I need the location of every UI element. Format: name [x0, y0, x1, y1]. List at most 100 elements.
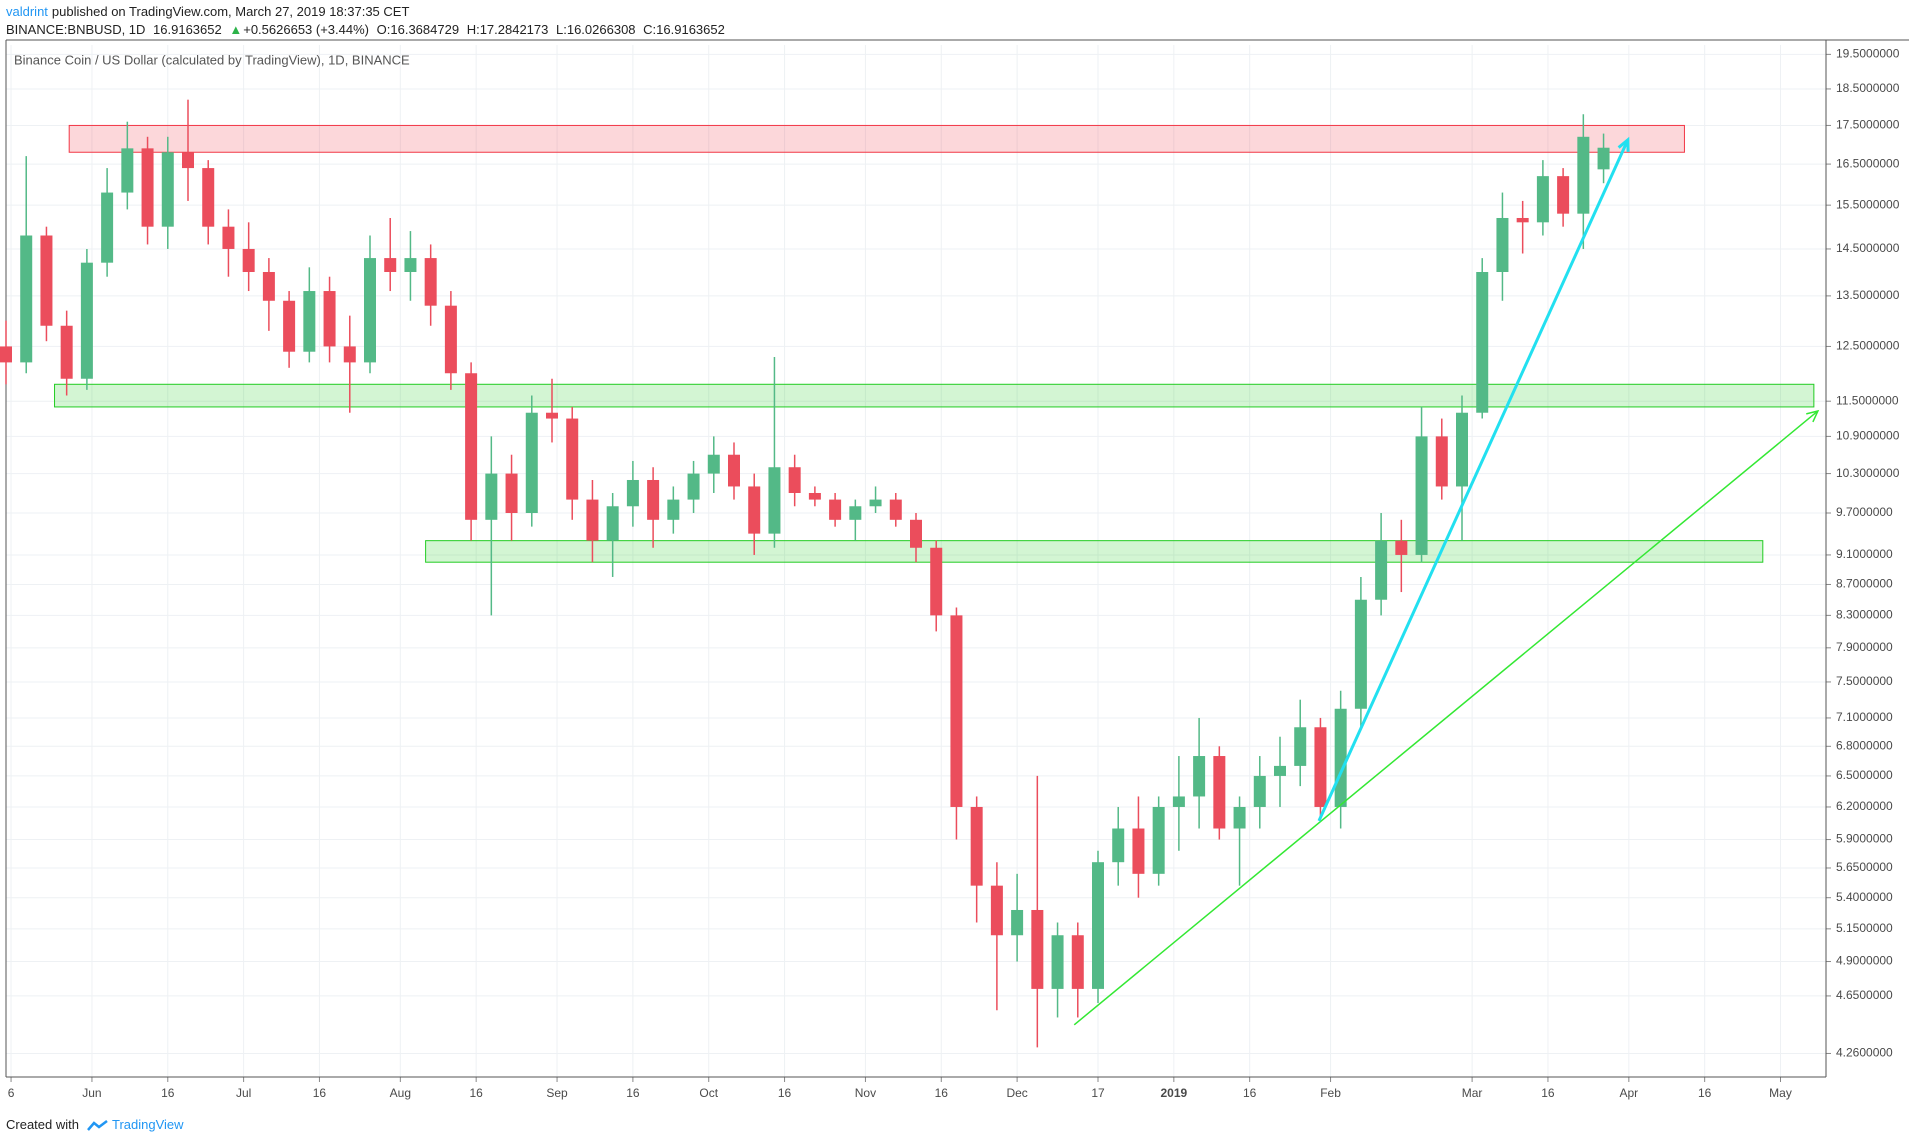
- y-tick-label: 16.5000000: [1836, 156, 1900, 170]
- candle-body: [1456, 412, 1468, 487]
- candle-body: [687, 473, 700, 500]
- candle-body: [384, 258, 397, 273]
- y-tick-label: 15.5000000: [1836, 197, 1900, 211]
- candle-body: [1011, 909, 1024, 936]
- candle-body: [222, 226, 235, 249]
- y-tick-label: 19.5000000: [1836, 47, 1900, 61]
- candle-body: [829, 499, 842, 520]
- candle-body: [1435, 436, 1448, 487]
- y-tick-label: 9.7000000: [1836, 505, 1893, 519]
- footer-brand[interactable]: TradingView: [112, 1117, 184, 1132]
- change-arrow: ▲: [229, 22, 243, 37]
- x-tick-label: 16: [1243, 1086, 1257, 1100]
- candle-body: [20, 235, 33, 363]
- x-tick-label: Aug: [390, 1086, 411, 1100]
- publisher-line: valdrint published on TradingView.com, Ma…: [6, 4, 413, 19]
- candle-body: [323, 291, 336, 347]
- candle-body: [343, 346, 356, 363]
- low-value: 16.0266308: [566, 22, 636, 37]
- x-tick-label: 16: [469, 1086, 483, 1100]
- zone: [54, 383, 1815, 408]
- change: +0.5626653 (+3.44%): [243, 22, 370, 37]
- candle-body: [869, 499, 882, 507]
- candle-body: [768, 467, 781, 534]
- x-tick-label: Oct: [699, 1086, 718, 1100]
- zone: [68, 124, 1685, 153]
- x-tick-label: Mar: [1462, 1086, 1483, 1100]
- candle-body: [849, 506, 862, 520]
- candle-body: [606, 506, 619, 541]
- chart-title: Binance Coin / US Dollar (calculated by …: [14, 52, 410, 67]
- candle-body: [121, 148, 134, 193]
- x-tick-label: 2019: [1160, 1086, 1187, 1100]
- author[interactable]: valdrint: [6, 4, 48, 19]
- y-tick-label: 11.5000000: [1836, 393, 1899, 407]
- trend-line: [1073, 410, 1819, 1026]
- candle-body: [1274, 765, 1286, 776]
- y-tick-label: 5.4000000: [1836, 890, 1893, 904]
- candle-body: [283, 300, 296, 352]
- candle-body: [748, 486, 761, 534]
- logo: [86, 1119, 108, 1131]
- footer: Created with TradingView: [6, 1117, 188, 1132]
- y-tick-label: 8.7000000: [1836, 577, 1893, 591]
- open-value: 16.3684729: [390, 22, 460, 37]
- candle-body: [1294, 727, 1307, 766]
- candle-body: [161, 152, 174, 227]
- candle-body: [808, 492, 821, 500]
- candle-body: [485, 473, 498, 520]
- candle-body: [950, 615, 963, 807]
- candle-body: [182, 152, 194, 169]
- high-value: 17.2842173: [479, 22, 549, 37]
- candle-body: [626, 479, 639, 507]
- y-tick-label: 4.6500000: [1836, 988, 1893, 1002]
- y-tick-label: 13.5000000: [1836, 288, 1900, 302]
- candle-body: [910, 519, 922, 548]
- candle-body: [788, 467, 801, 493]
- candle-body: [1172, 796, 1185, 807]
- y-tick-label: 12.5000000: [1836, 339, 1900, 353]
- candle-body: [1375, 540, 1388, 600]
- x-tick-label: Nov: [855, 1086, 876, 1100]
- candle-body: [0, 346, 12, 363]
- y-tick-label: 7.5000000: [1836, 674, 1893, 688]
- x-tick-label: 16: [935, 1086, 949, 1100]
- low-label: L:: [556, 22, 567, 37]
- candle-body: [1031, 909, 1044, 989]
- candle-body: [364, 258, 376, 363]
- x-tick-label: 16: [1698, 1086, 1712, 1100]
- candle-body: [1233, 806, 1246, 829]
- open-label: O:: [376, 22, 391, 37]
- candle-body: [505, 473, 518, 514]
- publish-info: published on TradingView.com, March 27, …: [51, 4, 410, 19]
- candle-body: [262, 272, 275, 301]
- x-tick-label: Feb: [1320, 1086, 1341, 1100]
- candle-body: [1112, 828, 1125, 863]
- candle-body: [1092, 862, 1104, 989]
- candle-body: [141, 148, 154, 227]
- high-label: H:: [466, 22, 480, 37]
- y-tick-label: 5.6500000: [1836, 860, 1893, 874]
- y-tick-label: 5.9000000: [1836, 832, 1893, 846]
- candle-body: [1051, 935, 1064, 989]
- y-tick-label: 6.5000000: [1836, 768, 1893, 782]
- close-label: C:: [643, 22, 657, 37]
- last-price: 16.9163652: [153, 22, 222, 37]
- y-tick-label: 10.3000000: [1836, 466, 1900, 480]
- candle-body: [1557, 176, 1570, 214]
- candle-body: [1597, 147, 1610, 170]
- candle-body: [707, 454, 720, 474]
- zone: [425, 540, 1764, 563]
- candle-body: [1476, 272, 1489, 413]
- close-value: 16.9163652: [656, 22, 725, 37]
- candle-body: [525, 412, 538, 514]
- x-tick-label: Sep: [546, 1086, 568, 1100]
- candle-body: [728, 454, 740, 487]
- y-tick-label: 6.8000000: [1836, 738, 1893, 752]
- candle-body: [303, 291, 316, 352]
- candle-body: [1354, 599, 1367, 709]
- x-tick-label: 6: [8, 1086, 15, 1100]
- candle-body: [566, 418, 579, 500]
- candle-body: [546, 412, 558, 419]
